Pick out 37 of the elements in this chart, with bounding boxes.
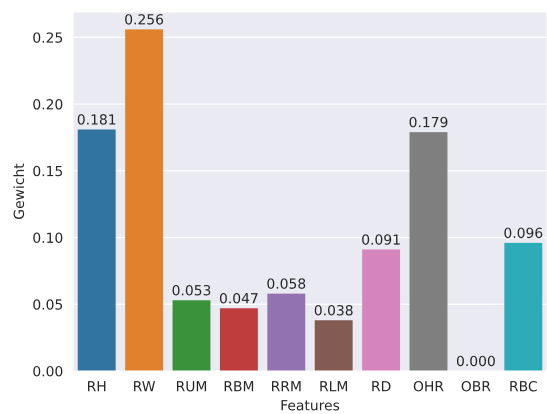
- data-label: 0.058: [267, 278, 306, 289]
- x-tick-label: RBC: [510, 380, 537, 392]
- x-axis-title: Features: [282, 400, 340, 410]
- x-tick-label: RH: [88, 381, 106, 392]
- data-label: 0.179: [410, 116, 448, 128]
- bar: [362, 250, 400, 371]
- x-tick-label: OBR: [462, 380, 491, 392]
- data-label: 0.047: [220, 292, 258, 304]
- x-tick-label: RD: [372, 381, 390, 392]
- bar: [78, 129, 116, 371]
- bar: [220, 308, 258, 371]
- x-tick-label: RUM: [176, 381, 206, 392]
- data-label: 0.091: [362, 234, 400, 245]
- data-label: 0.181: [78, 114, 116, 125]
- x-tick-label: RW: [134, 381, 156, 392]
- data-label: 0.256: [125, 14, 164, 25]
- y-tick-label: 0.00: [33, 366, 62, 376]
- y-tick-label: 0.25: [33, 32, 62, 43]
- bar: [410, 132, 448, 371]
- data-label: 0.038: [314, 305, 353, 316]
- y-tick-label: 0.10: [33, 232, 62, 244]
- y-tick-label: 0.05: [33, 299, 62, 310]
- data-label: 0.000: [456, 356, 495, 366]
- y-tick-label: 0.20: [33, 99, 62, 110]
- x-tick-label: RBM: [224, 381, 254, 392]
- bar: [267, 294, 306, 371]
- bar: [125, 29, 164, 371]
- bar: [172, 300, 210, 371]
- data-label: 0.053: [172, 284, 210, 296]
- data-label: 0.096: [504, 228, 542, 238]
- bar: [504, 242, 542, 371]
- y-tick-label: 0.15: [33, 166, 62, 176]
- x-tick-label: RLM: [320, 381, 348, 392]
- x-tick-label: RRM: [272, 381, 301, 392]
- x-tick-label: OHR: [414, 380, 444, 392]
- bar: [314, 320, 353, 371]
- y-axis-title: Gewicht: [13, 164, 24, 219]
